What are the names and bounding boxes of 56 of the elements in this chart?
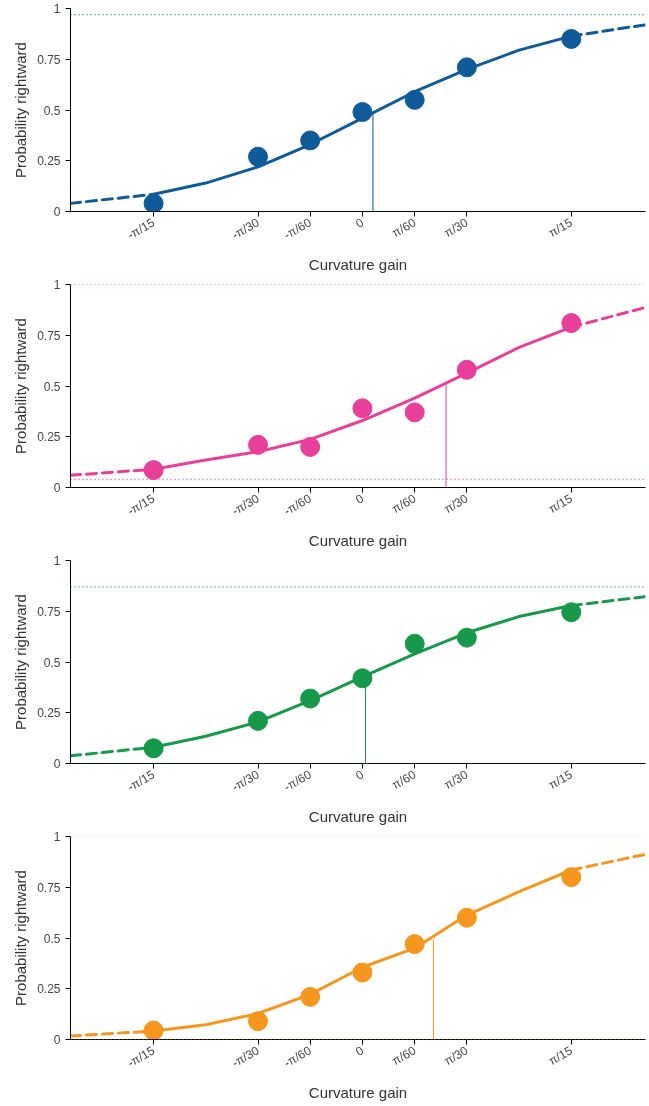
y-tick-label: 0.5	[43, 379, 61, 394]
x-tick-label: -π/60	[281, 215, 314, 243]
x-tick-label: -π/30	[229, 1043, 262, 1071]
x-tick-label: 0	[353, 491, 367, 507]
y-tick-label: 0.5	[43, 103, 61, 118]
y-tick-label: 0.75	[37, 328, 61, 343]
y-tick-label: 1	[53, 278, 61, 292]
y-tick-label: 0.25	[37, 982, 61, 997]
x-axis-title: Curvature gain	[308, 808, 408, 826]
x-tick-label: 0	[353, 1043, 367, 1059]
x-axis-title: Curvature gain	[308, 532, 408, 550]
y-axis-title: Probability rightward	[12, 594, 30, 730]
x-tick-label: π/15	[546, 215, 576, 241]
y-tick-label: 0.5	[43, 931, 61, 946]
x-tick-label: -π/30	[229, 215, 262, 243]
y-tick-label: 1	[53, 554, 61, 568]
x-tick-label: -π/15	[125, 1043, 158, 1071]
y-tick-label: 0.25	[37, 706, 61, 721]
y-tick-label: 0.5	[43, 655, 61, 670]
x-tick-label: π/60	[389, 215, 419, 241]
x-tick-label: π/60	[389, 1043, 419, 1069]
x-tick-label: π/15	[546, 491, 576, 517]
x-tick-label: π/30	[441, 767, 471, 793]
y-axis-title: Probability rightward	[12, 870, 30, 1006]
y-axis-title: Probability rightward	[12, 42, 30, 178]
y-tick-label: 1	[53, 2, 61, 16]
x-tick-label: 0	[353, 767, 367, 783]
y-tick-label: 1	[53, 830, 61, 844]
y-tick-label: 0	[53, 205, 61, 219]
x-tick-label: π/30	[441, 215, 471, 241]
x-tick-label: π/30	[441, 1043, 471, 1069]
x-tick-label: π/15	[546, 1043, 576, 1069]
y-tick-label: 0.75	[37, 52, 61, 67]
y-axis-title: Probability rightward	[12, 318, 30, 454]
y-tick-label: 0	[53, 757, 61, 771]
x-tick-label: π/30	[441, 491, 471, 517]
y-tick-label: 0.75	[37, 880, 61, 895]
x-tick-label: -π/15	[125, 491, 158, 519]
x-tick-label: -π/30	[229, 491, 262, 519]
x-tick-label: -π/60	[281, 767, 314, 795]
x-tick-label: -π/15	[125, 215, 158, 243]
x-axis-title: Curvature gain	[308, 256, 408, 274]
x-tick-label: -π/15	[125, 767, 158, 795]
y-tick-label: 0.75	[37, 604, 61, 619]
x-tick-label: π/60	[389, 491, 419, 517]
x-axis-title: Curvature gain	[308, 1084, 408, 1102]
y-tick-label: 0.25	[37, 154, 61, 169]
x-tick-label: -π/60	[281, 1043, 314, 1071]
x-tick-label: π/15	[546, 767, 576, 793]
x-tick-label: -π/30	[229, 767, 262, 795]
y-tick-label: 0	[53, 1033, 61, 1047]
y-tick-label: 0	[53, 481, 61, 495]
x-tick-label: -π/60	[281, 491, 314, 519]
x-tick-label: π/60	[389, 767, 419, 793]
y-tick-label: 0.25	[37, 430, 61, 445]
x-tick-label: 0	[353, 215, 367, 231]
